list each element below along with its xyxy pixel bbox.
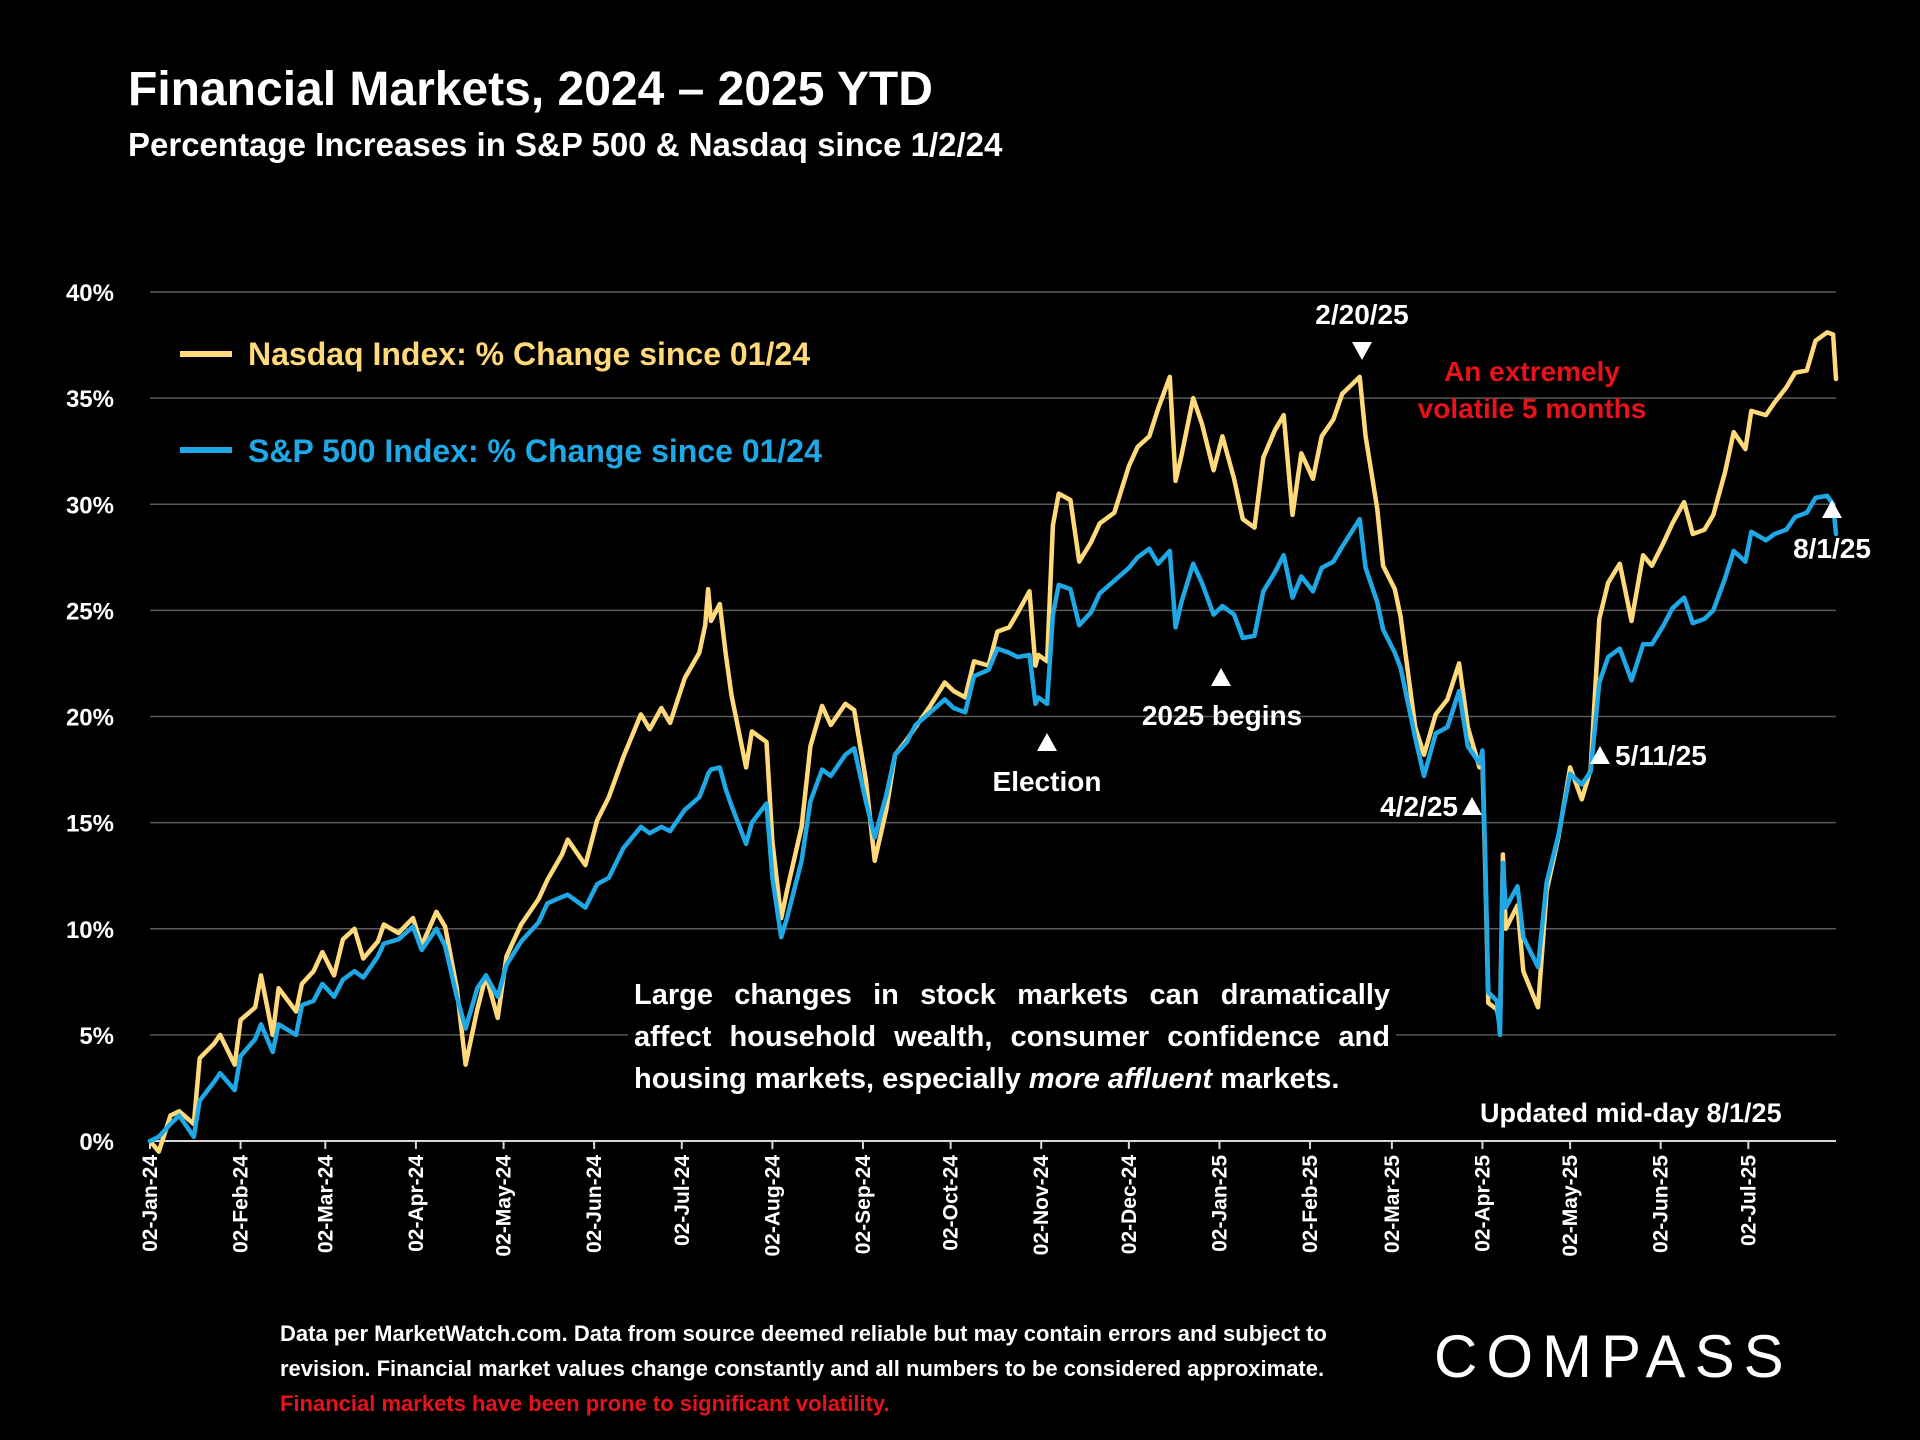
x-tick-label: 02-Jul-25 xyxy=(1737,1155,1760,1246)
note-text-1: Large changes in stock markets can drama… xyxy=(634,979,1390,1095)
x-tick-label: 02-Feb-25 xyxy=(1299,1155,1322,1253)
note-emphasis: more affluent xyxy=(1028,1063,1213,1095)
y-tick-label: 0% xyxy=(79,1129,114,1156)
y-tick-label: 35% xyxy=(66,386,114,413)
chart-subtitle: Percentage Increases in S&P 500 & Nasdaq… xyxy=(128,126,1003,163)
y-tick-label: 20% xyxy=(66,705,114,732)
x-tick-label: 02-Jul-24 xyxy=(671,1155,694,1246)
marker-4-2-25 xyxy=(1462,797,1482,815)
annotation-volatile-line2: volatile 5 months xyxy=(1418,393,1647,424)
series-lines xyxy=(147,330,1839,1154)
gridlines xyxy=(150,291,1836,1142)
x-tick-label: 02-Sep-24 xyxy=(852,1155,875,1255)
legend-label-sp500: S&P 500 Index: % Change since 01/24 xyxy=(248,433,822,469)
marker-5-11-25 xyxy=(1590,746,1610,764)
x-tick-label: 02-Mar-25 xyxy=(1381,1155,1404,1253)
annotation-4-2-25: 4/2/25 xyxy=(1380,791,1458,822)
sp500-line xyxy=(147,493,1839,1144)
annotation-2025-begins: 2025 begins xyxy=(1142,700,1302,731)
updated-label: Updated mid-day 8/1/25 xyxy=(1480,1098,1782,1128)
annotation-2-20-25: 2/20/25 xyxy=(1315,299,1408,330)
marker-8-1-25 xyxy=(1822,500,1842,518)
y-tick-label: 10% xyxy=(66,917,114,944)
y-tick-label: 5% xyxy=(79,1023,114,1050)
x-tick-label: 02-Nov-24 xyxy=(1030,1155,1053,1256)
x-tick-label: 02-Jun-24 xyxy=(583,1155,606,1253)
x-tick-label: 02-Mar-24 xyxy=(314,1155,337,1253)
x-tick-label: 02-May-25 xyxy=(1559,1155,1582,1257)
marker-2025-begins xyxy=(1211,668,1231,686)
marker-election xyxy=(1037,733,1057,751)
marker-2-20-25 xyxy=(1352,342,1372,360)
commentary-note: Large changes in stock markets can drama… xyxy=(628,972,1396,1102)
footer-disclaimer: Data per MarketWatch.com. Data from sour… xyxy=(280,1316,1390,1421)
chart-title: Financial Markets, 2024 – 2025 YTD xyxy=(128,63,933,116)
x-tick-label: 02-Oct-24 xyxy=(940,1155,963,1251)
annotation-5-11-25: 5/11/25 xyxy=(1615,740,1707,771)
x-tick-label: 02-Jan-24 xyxy=(139,1155,162,1252)
y-tick-label: 25% xyxy=(66,598,114,625)
y-tick-label: 40% xyxy=(66,280,114,307)
x-axis: 02-Jan-24 02-Feb-24 02-Mar-24 02-Apr-24 02-M… xyxy=(139,1141,1760,1257)
annotation-8-1-25: 8/1/25 xyxy=(1793,533,1871,564)
legend-label-nasdaq: Nasdaq Index: % Change since 01/24 xyxy=(248,336,810,372)
compass-logo: COMPASS xyxy=(1434,1323,1793,1390)
x-tick-label: 02-Feb-24 xyxy=(230,1155,253,1253)
footer-text: Data per MarketWatch.com. Data from sour… xyxy=(280,1321,1327,1381)
x-tick-label: 02-Apr-24 xyxy=(405,1155,428,1252)
note-text-2: markets. xyxy=(1212,1063,1340,1095)
annotation-election: Election xyxy=(993,766,1102,797)
x-tick-label: 02-May-24 xyxy=(493,1155,516,1257)
y-tick-label: 15% xyxy=(66,811,114,838)
y-axis: 0% 5% 10% 15% 20% 25% 30% 35% 40% xyxy=(66,280,114,1156)
x-tick-label: 02-Jan-25 xyxy=(1208,1155,1231,1252)
annotations: Election 2025 begins 2/20/25 An extremel… xyxy=(993,299,1871,822)
y-tick-label: 30% xyxy=(66,492,114,519)
x-tick-label: 02-Jun-25 xyxy=(1650,1155,1673,1253)
x-tick-label: 02-Dec-24 xyxy=(1118,1155,1141,1255)
annotation-volatile-line1: An extremely xyxy=(1444,356,1620,387)
x-tick-label: 02-Apr-25 xyxy=(1471,1155,1494,1252)
legend: Nasdaq Index: % Change since 01/24 S&P 5… xyxy=(180,336,822,469)
footer-warning: Financial markets have been prone to sig… xyxy=(280,1391,890,1416)
x-tick-label: 02-Aug-24 xyxy=(761,1155,784,1257)
